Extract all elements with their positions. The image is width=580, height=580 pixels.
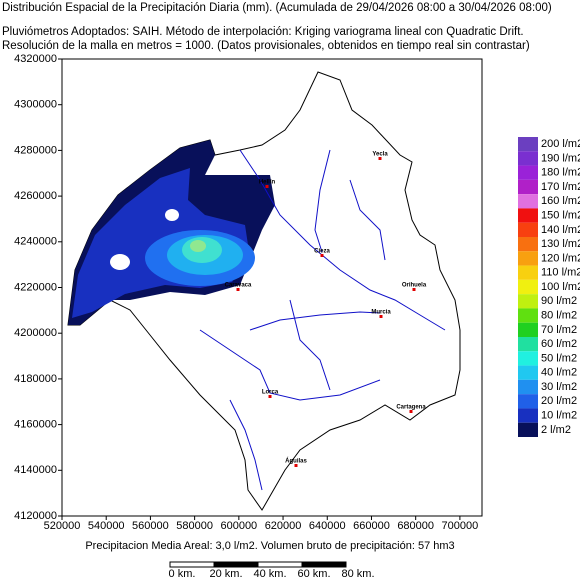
legend-label: 20 l/m2 xyxy=(541,395,577,407)
y-tick-label: 4140000 xyxy=(14,464,57,476)
scale-bar xyxy=(169,561,347,568)
legend-swatch xyxy=(518,351,538,366)
y-tick-label: 4240000 xyxy=(14,236,57,248)
place-marker xyxy=(268,395,272,398)
place-label: Orihuela xyxy=(402,283,427,289)
legend-label: 110 l/m2 xyxy=(541,267,580,279)
legend-label: 160 l/m2 xyxy=(541,195,580,207)
legend-label: 50 l/m2 xyxy=(541,352,577,364)
legend-label: 90 l/m2 xyxy=(541,295,577,307)
scale-label: 40 km. xyxy=(253,568,286,580)
legend-swatch xyxy=(518,408,538,423)
legend-swatch xyxy=(518,365,538,380)
y-tick-label: 4320000 xyxy=(14,53,57,65)
scale-label: 80 km. xyxy=(341,568,374,580)
legend-label: 180 l/m2 xyxy=(541,167,580,179)
legend-swatch xyxy=(518,165,538,180)
x-tick-label: 660000 xyxy=(353,520,390,532)
place-label: Murcia xyxy=(371,310,391,316)
scale-label: 20 km. xyxy=(209,568,242,580)
place-marker xyxy=(236,288,240,291)
place-label: Águilas xyxy=(285,458,307,465)
legend-label: 10 l/m2 xyxy=(541,409,577,421)
legend-swatch xyxy=(518,179,538,195)
place-marker xyxy=(265,185,269,188)
legend-label: 40 l/m2 xyxy=(541,367,577,379)
place-label: Lorca xyxy=(262,390,279,396)
y-tick-label: 4200000 xyxy=(14,327,57,339)
legend-swatch xyxy=(518,422,538,437)
place-marker xyxy=(379,315,383,318)
y-tick-label: 4280000 xyxy=(14,144,57,156)
y-tick-label: 4260000 xyxy=(14,190,57,202)
legend-label: 200 l/m2 xyxy=(541,138,580,150)
place-label: Cartagena xyxy=(396,405,426,411)
place-label: Yecla xyxy=(372,152,388,158)
y-tick-label: 4160000 xyxy=(14,419,57,431)
legend-swatch xyxy=(518,194,538,209)
rivers xyxy=(199,149,446,491)
x-tick-label: 600000 xyxy=(220,520,257,532)
header-line: Distribución Espacial de la Precipitació… xyxy=(2,2,552,14)
x-tick-label: 560000 xyxy=(132,520,169,532)
legend-swatch xyxy=(518,279,538,295)
place-marker xyxy=(320,254,324,257)
legend-label: 100 l/m2 xyxy=(541,281,580,293)
place-marker xyxy=(409,410,413,413)
legend-swatch xyxy=(518,222,538,237)
legend-swatch xyxy=(518,394,538,409)
legend-label: 130 l/m2 xyxy=(541,238,580,250)
x-tick-label: 620000 xyxy=(265,520,302,532)
x-tick-label: 540000 xyxy=(88,520,125,532)
x-tick-label: 580000 xyxy=(176,520,213,532)
legend-swatch xyxy=(518,294,538,309)
legend-label: 2 l/m2 xyxy=(541,424,571,436)
legend-label: 190 l/m2 xyxy=(541,152,580,164)
legend-label: 60 l/m2 xyxy=(541,338,577,350)
legend-swatch xyxy=(518,208,538,223)
y-tick-label: 4300000 xyxy=(14,99,57,111)
legend-swatch xyxy=(518,151,538,166)
precipitation-field xyxy=(68,140,275,325)
x-tick-label: 640000 xyxy=(309,520,346,532)
place-label: Hellín xyxy=(259,180,276,186)
x-tick-label: 680000 xyxy=(397,520,434,532)
legend-swatch xyxy=(518,265,538,280)
legend-label: 30 l/m2 xyxy=(541,381,577,393)
place-marker xyxy=(412,288,416,291)
legend-label: 150 l/m2 xyxy=(541,209,580,221)
legend-label: 80 l/m2 xyxy=(541,309,577,321)
legend-label: 120 l/m2 xyxy=(541,252,580,264)
legend-label: 70 l/m2 xyxy=(541,324,577,336)
legend-label: 140 l/m2 xyxy=(541,224,580,236)
header-line: Pluviómetros Adoptados: SAIH. Método de … xyxy=(2,26,524,38)
footer-note: Precipitacion Media Areal: 3,0 l/m2. Vol… xyxy=(85,540,454,552)
legend-swatch xyxy=(518,251,538,266)
legend-swatch xyxy=(518,379,538,395)
scale-label: 60 km. xyxy=(297,568,330,580)
y-tick-label: 4220000 xyxy=(14,281,57,293)
legend-swatch xyxy=(518,322,538,337)
scale-label: 0 km. xyxy=(169,568,196,580)
x-tick-label: 700000 xyxy=(442,520,479,532)
place-label: Cieza xyxy=(314,249,330,255)
header-line: Resolución de la malla en metros = 1000.… xyxy=(2,40,530,52)
place-marker xyxy=(378,157,382,160)
legend-swatch xyxy=(518,237,538,252)
y-tick-label: 4180000 xyxy=(14,373,57,385)
y-tick-label: 4120000 xyxy=(14,510,57,522)
x-tick-label: 520000 xyxy=(44,520,81,532)
legend-swatch xyxy=(518,137,538,152)
legend-label: 170 l/m2 xyxy=(541,181,580,193)
place-marker xyxy=(294,464,298,467)
place-label: Caravaca xyxy=(225,283,252,289)
legend-swatch xyxy=(518,337,538,352)
legend-swatch xyxy=(518,308,538,323)
